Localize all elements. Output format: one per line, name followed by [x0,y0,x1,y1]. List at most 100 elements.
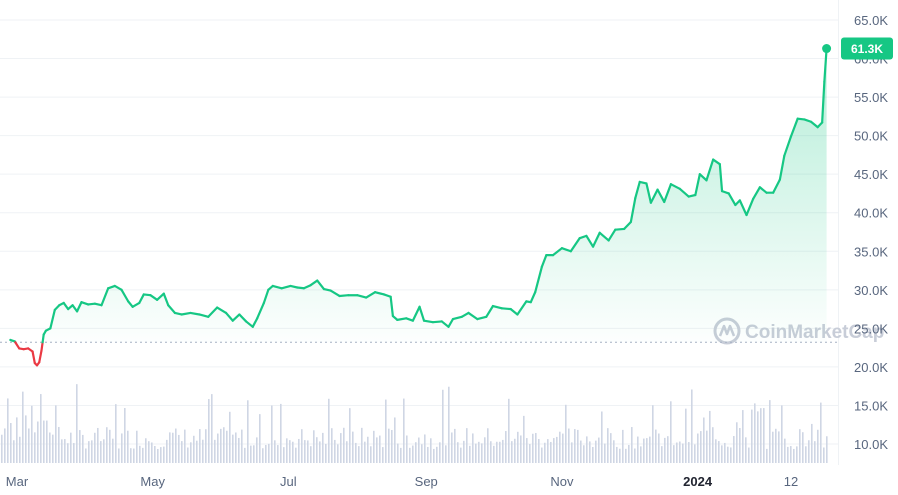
price-line-segment [316,279,326,291]
volume-bar [196,440,198,463]
price-line-segment [663,183,672,204]
volume-bar [280,403,282,463]
volume-bar [286,438,288,463]
price-line-segment [180,311,192,316]
volume-bar [184,429,186,463]
price-line-segment [758,186,768,194]
y-tick-label: 55.0K [854,90,888,105]
volume-bar [475,443,477,463]
volume-bar [643,438,645,463]
volume-bar [343,427,345,463]
price-line-segment [113,284,123,291]
price-line-segment [41,333,45,344]
volume-bar [595,440,597,463]
price-line-segment [649,188,659,204]
price-line-segment [629,196,637,224]
volume-bar [358,446,360,463]
x-tick-label: Jul [280,474,297,489]
volume-bar [487,428,489,463]
volume-bar [601,411,603,463]
price-line-segment [127,300,134,308]
volume-bar [697,433,699,463]
volume-bar [334,439,336,463]
price-line-segment [31,350,36,365]
volume-bar [691,389,693,463]
price-line-segment [669,183,681,190]
volume-bar [34,432,36,463]
volume-bar [46,420,48,463]
volume-bar [736,422,738,463]
price-line-segment [821,80,826,124]
volume-bar [700,431,702,463]
volume-bar [445,445,447,463]
price-line-segment [365,291,377,299]
volume-bar [25,415,27,463]
volume-bar [589,441,591,463]
volume-bar [451,432,453,463]
price-line-segment [529,291,537,304]
price-line-segment [772,178,781,194]
volume-bar [331,428,333,463]
price-line-segment [431,320,443,324]
volume-bar [118,448,120,463]
gridlines [0,0,839,465]
price-line-segment [796,117,806,121]
volume-bar [424,434,426,463]
volume-bar [670,401,672,463]
volume-bar [769,400,771,463]
volume-bar [472,433,474,463]
volume-bar [823,447,825,463]
volume-bar [625,448,627,463]
price-line-segment [389,295,394,318]
volume-bar [523,415,525,463]
price-line-segment [485,304,495,318]
price-line-segment [80,301,90,306]
price-line-segment [418,305,426,322]
volume-bar [667,436,669,463]
volume-bar [790,446,792,463]
volume-bar [157,448,159,463]
price-line-segment [500,307,512,311]
price-line-segment [289,284,299,289]
volume-bar [652,405,654,463]
volume-bar [217,433,219,463]
volume-bar [70,432,72,463]
price-line-segment [244,320,254,328]
volume-bar [496,441,498,463]
volume-bar [268,443,270,463]
volume-bar [400,447,402,463]
volume-bar [631,427,633,463]
price-line-segment [491,304,503,310]
volume-bar [292,441,294,463]
y-tick-label: 45.0K [854,167,888,182]
volume-bar [388,428,390,463]
y-tick-label: 15.0K [854,398,888,413]
volume-bar [121,433,123,463]
price-line-segment [120,288,130,303]
volume-bar [352,431,354,463]
y-tick-label: 50.0K [854,129,888,144]
volume-bar [97,427,99,463]
volume-bar [634,448,636,463]
volume-bar [1,434,3,463]
volume-bar [535,432,537,463]
price-line-segment [329,289,341,298]
volume-bar [649,436,651,463]
volume-bar [133,448,135,463]
volume-bar [112,438,114,463]
volume-bar [397,443,399,463]
volume-bar [805,446,807,463]
volume-bar [517,431,519,463]
volume-bars [1,384,828,463]
volume-bar [640,446,642,463]
volume-bar [733,436,735,463]
price-line-segment [509,307,519,316]
volume-bar [796,446,798,463]
volume-bar [442,389,444,463]
volume-bar [235,432,237,463]
volume-bar [67,443,69,463]
volume-bar [448,386,450,463]
volume-bar [73,443,75,463]
volume-bar [190,442,192,463]
volume-bar [526,438,528,463]
